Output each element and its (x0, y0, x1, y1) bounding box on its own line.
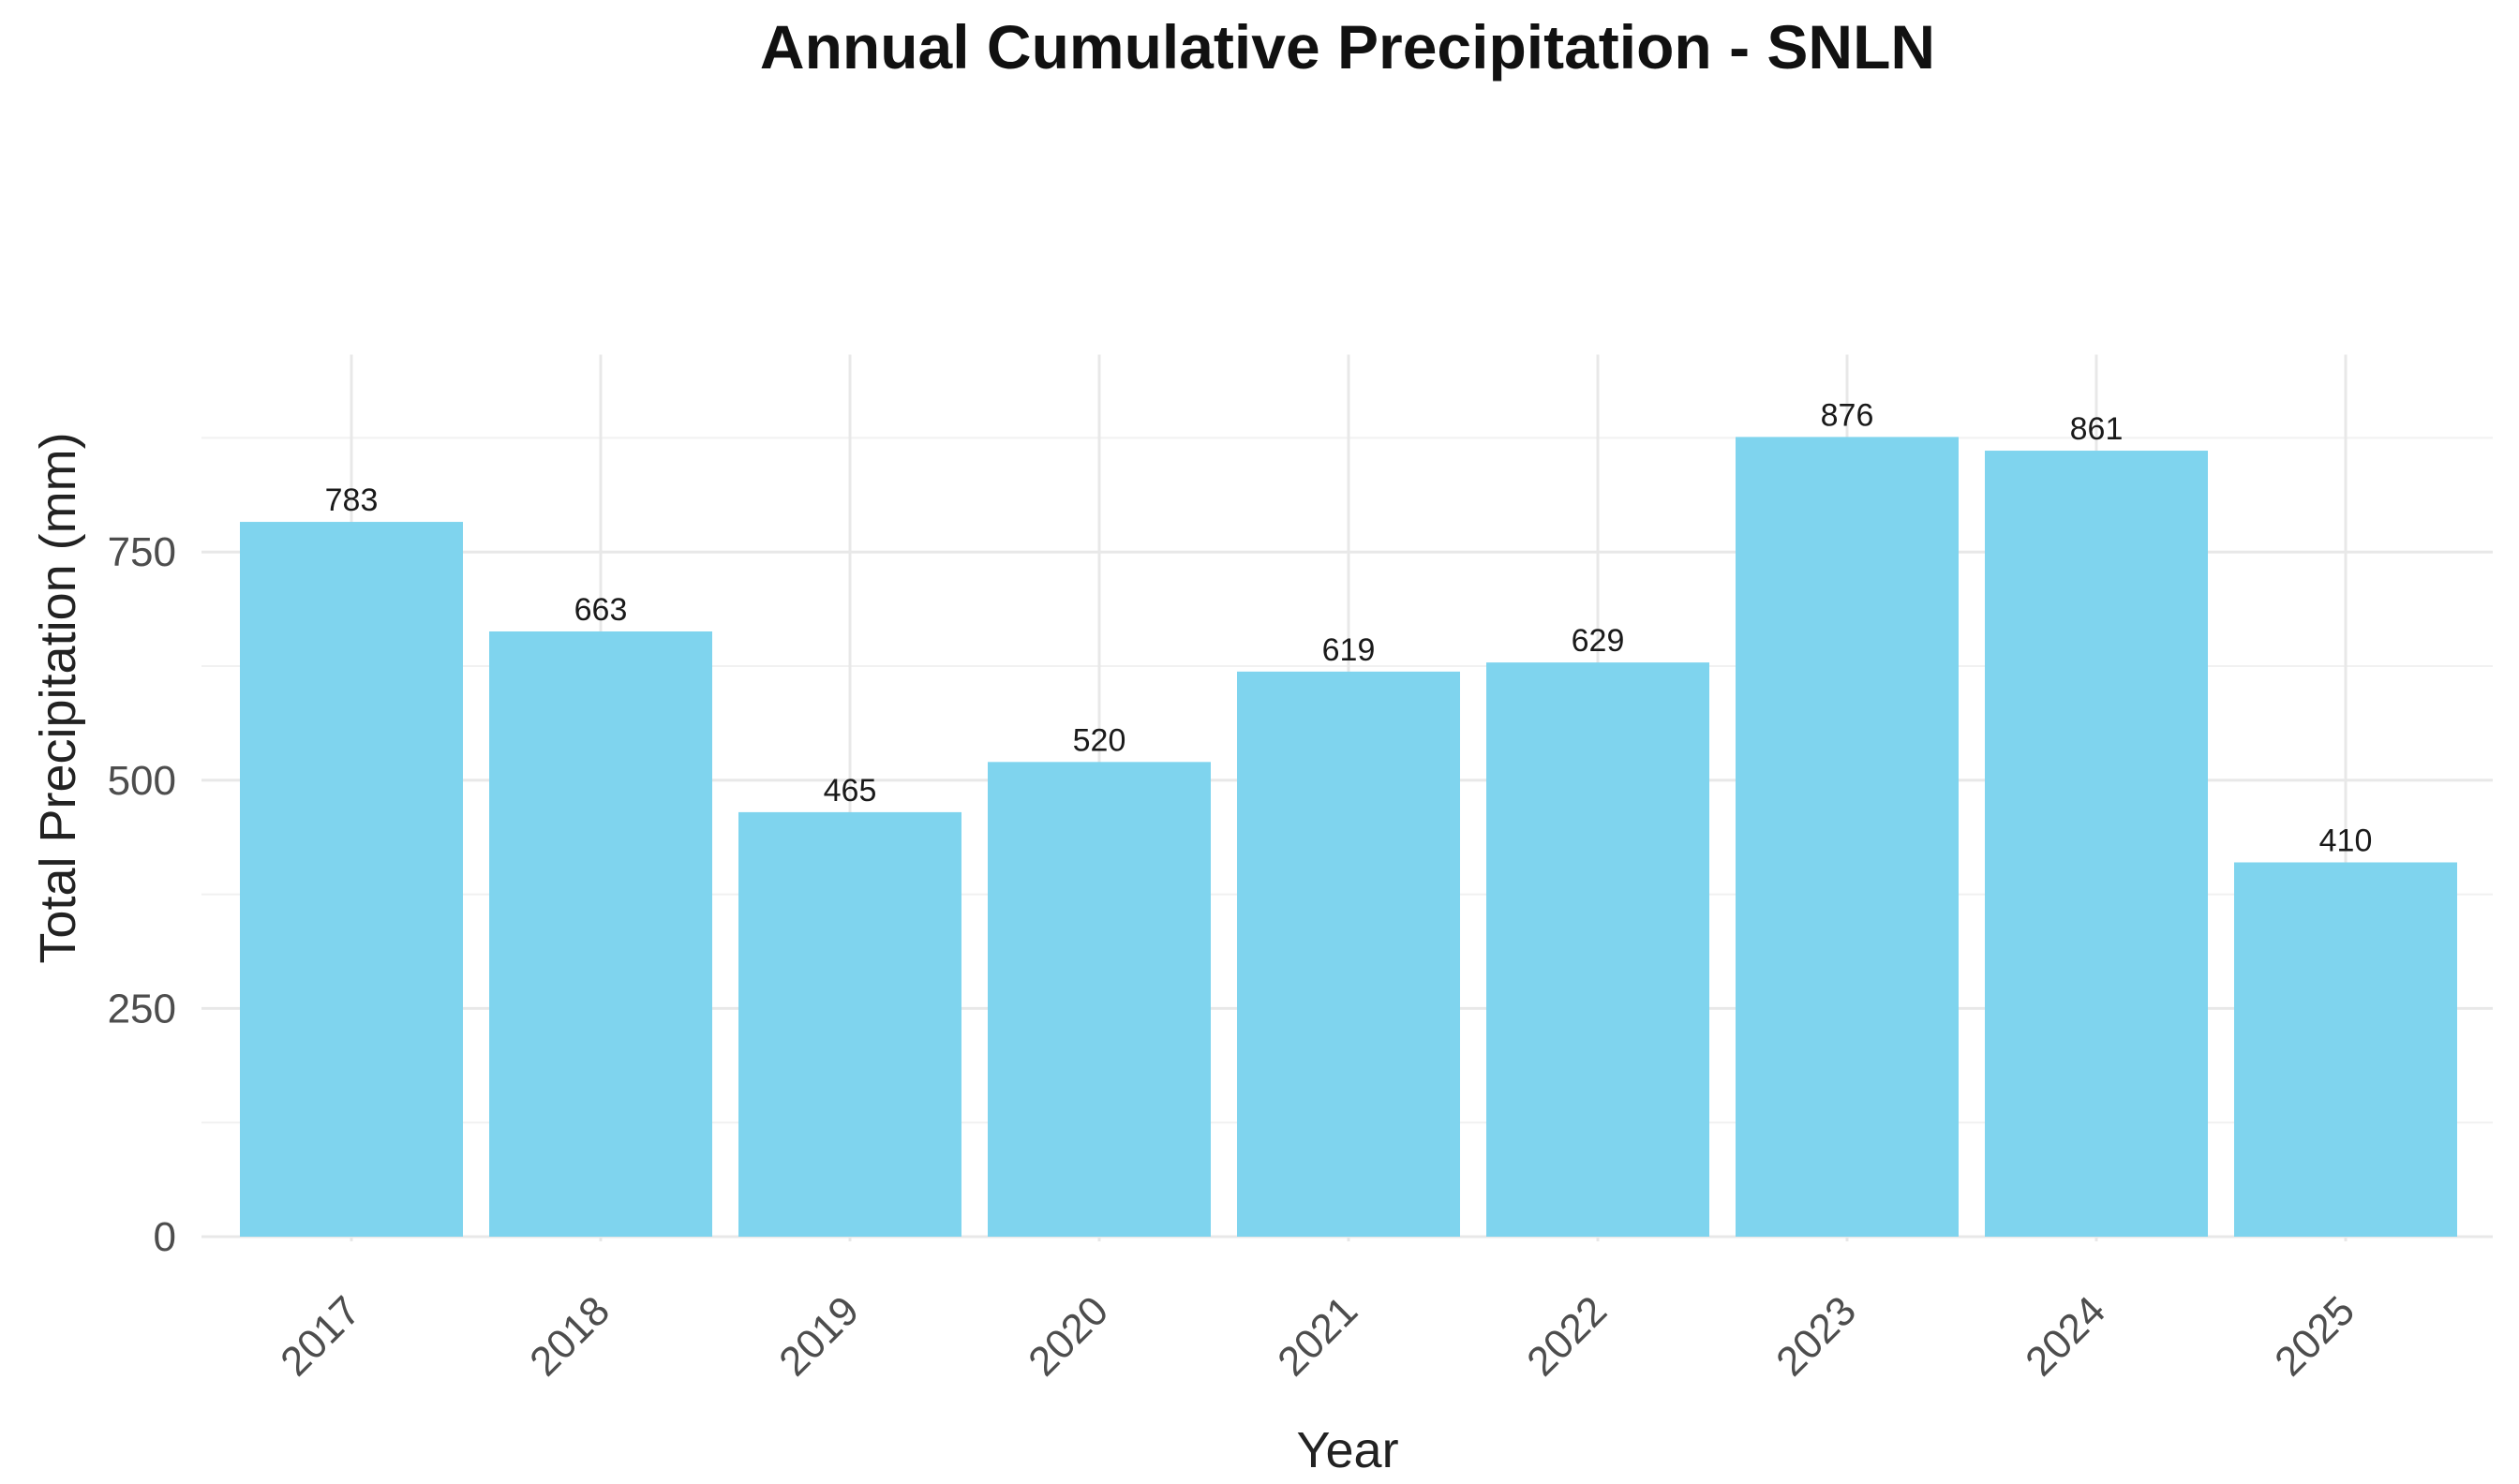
bar-2025 (2234, 862, 2457, 1237)
chart-title: Annual Cumulative Precipitation - SNLN (760, 12, 1935, 82)
data-label-2020: 520 (1073, 722, 1126, 758)
bar-2022 (1486, 662, 1709, 1237)
y-axis-ticks: 0 250 500 750 (108, 529, 176, 1260)
data-label-2023: 876 (1821, 397, 1874, 433)
data-label-2021: 619 (1322, 632, 1376, 668)
x-tick-label: 2019 (770, 1287, 868, 1385)
bar-2023 (1736, 437, 1959, 1237)
bar-2017 (240, 522, 463, 1237)
x-tick-label: 2022 (1518, 1287, 1616, 1385)
data-label-2025: 410 (2319, 823, 2373, 858)
data-label-2017: 783 (325, 482, 379, 518)
x-tick-label: 2018 (521, 1287, 619, 1385)
x-tick-label: 2021 (1269, 1287, 1366, 1385)
data-label-2019: 465 (824, 773, 877, 809)
bar-2021 (1237, 671, 1460, 1237)
data-label-2024: 861 (2070, 411, 2124, 447)
bar-2019 (738, 811, 961, 1237)
y-tick-label: 750 (108, 529, 176, 575)
y-axis-title: Total Precipitation (mm) (30, 432, 86, 963)
x-tick-label: 2020 (1020, 1287, 1117, 1385)
bars (240, 437, 2457, 1237)
x-tick-label: 2023 (1767, 1287, 1865, 1385)
bar-2024 (1985, 451, 2208, 1237)
data-labels: 783 663 465 520 619 629 876 861 410 (325, 397, 2373, 858)
bar-2018 (489, 631, 712, 1237)
y-tick-label: 500 (108, 758, 176, 804)
x-tick-label: 2025 (2266, 1287, 2363, 1385)
x-tick-label: 2017 (272, 1287, 369, 1385)
data-label-2018: 663 (574, 592, 628, 628)
y-tick-label: 250 (108, 986, 176, 1031)
bar-2020 (988, 762, 1211, 1237)
x-tick-label: 2024 (2017, 1287, 2114, 1385)
x-axis-title: Year (1296, 1422, 1398, 1478)
y-tick-label: 0 (154, 1214, 176, 1260)
data-label-2022: 629 (1572, 623, 1625, 659)
x-axis-ticks: 2017 2018 2019 2020 2021 2022 2023 2024 2025 (272, 1287, 2363, 1385)
